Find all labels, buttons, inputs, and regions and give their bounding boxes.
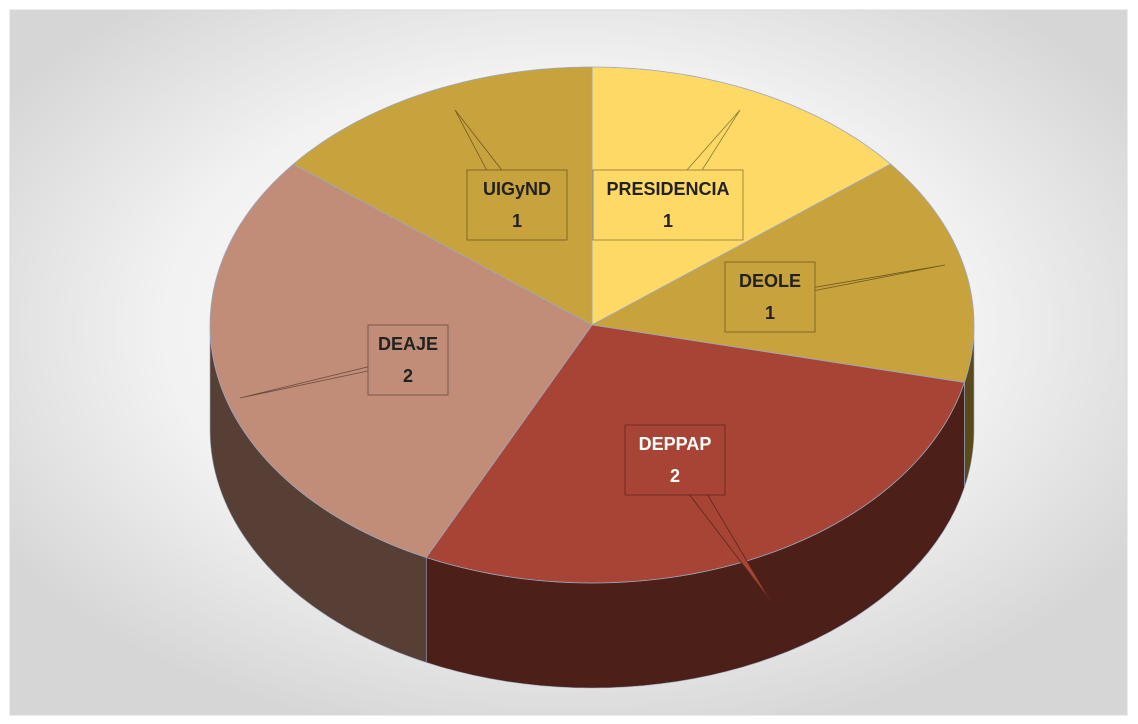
label-category: DEPPAP	[639, 434, 712, 454]
label-value: 1	[512, 211, 522, 231]
label-value: 2	[403, 366, 413, 386]
label-box	[592, 169, 744, 241]
label-category: DEAJE	[378, 334, 438, 354]
pie-tops	[209, 66, 975, 584]
label-value: 1	[765, 303, 775, 323]
label-box	[466, 169, 568, 241]
label-category: PRESIDENCIA	[606, 179, 729, 199]
label-value: 2	[670, 466, 680, 486]
data-labels: PRESIDENCIA 1 DEOLE 1 DEPPAP 2 DEAJE 2 UIGyND 1	[239, 109, 946, 601]
label-box	[367, 324, 449, 396]
label-box	[624, 424, 726, 496]
label-category: UIGyND	[483, 179, 551, 199]
slice	[292, 66, 593, 326]
label-value: 1	[663, 211, 673, 231]
label-category: DEOLE	[739, 271, 801, 291]
label-box	[724, 261, 816, 333]
